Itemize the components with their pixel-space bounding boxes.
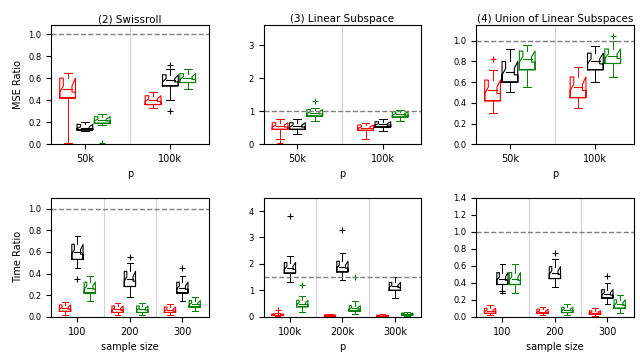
X-axis label: sample size: sample size: [526, 342, 584, 352]
Title: (2) Swissroll: (2) Swissroll: [98, 14, 162, 24]
X-axis label: p: p: [339, 342, 346, 352]
Y-axis label: MSE Ratio: MSE Ratio: [13, 60, 22, 109]
Title: (3) Linear Subspace: (3) Linear Subspace: [291, 14, 394, 24]
Title: (4) Union of Linear Subspaces: (4) Union of Linear Subspaces: [477, 14, 633, 24]
X-axis label: sample size: sample size: [101, 342, 159, 352]
X-axis label: p: p: [552, 170, 558, 180]
X-axis label: p: p: [339, 170, 346, 180]
X-axis label: p: p: [127, 170, 133, 180]
Y-axis label: Time Ratio: Time Ratio: [13, 231, 22, 283]
